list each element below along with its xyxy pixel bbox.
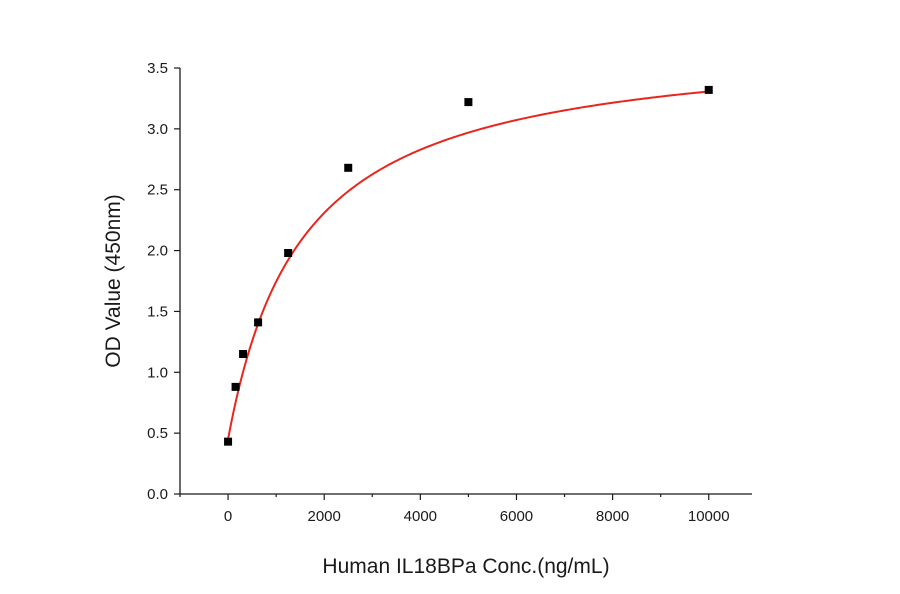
y-tick-label: 2.5 bbox=[147, 182, 168, 199]
y-tick-label: 3.0 bbox=[147, 121, 168, 138]
x-tick-label: 6000 bbox=[500, 508, 533, 525]
y-tick-label: 1.5 bbox=[147, 303, 168, 320]
x-ticks: 0 2000 4000 6000 8000 10000 bbox=[179, 494, 730, 525]
data-point bbox=[464, 98, 473, 107]
y-tick-label: 3.5 bbox=[147, 60, 168, 77]
y-ticks: 0.0 0.5 1.0 1.5 2.0 2.5 3.0 3.5 bbox=[147, 60, 180, 503]
y-axis-title: OD Value (450nm) bbox=[102, 194, 125, 368]
x-axis-title: Human IL18BPa Conc.(ng/mL) bbox=[322, 555, 609, 578]
data-point bbox=[231, 382, 240, 391]
y-tick-label: 2.0 bbox=[147, 243, 168, 260]
y-tick-label: 0.5 bbox=[147, 425, 168, 442]
y-tick-label: 0.0 bbox=[147, 486, 168, 503]
data-point bbox=[344, 163, 353, 172]
fit-curve bbox=[227, 90, 709, 440]
data-point bbox=[239, 350, 248, 359]
x-tick-label: 4000 bbox=[404, 508, 437, 525]
data-point bbox=[284, 249, 293, 258]
data-points bbox=[224, 85, 713, 446]
axes bbox=[179, 68, 752, 495]
data-point bbox=[224, 437, 233, 446]
y-tick-label: 1.0 bbox=[147, 364, 168, 381]
x-tick-label: 0 bbox=[224, 508, 232, 525]
x-tick-label: 2000 bbox=[308, 508, 341, 525]
x-tick-label: 8000 bbox=[596, 508, 629, 525]
data-point bbox=[704, 85, 713, 94]
x-tick-label: 10000 bbox=[688, 508, 730, 525]
data-point bbox=[254, 318, 263, 327]
